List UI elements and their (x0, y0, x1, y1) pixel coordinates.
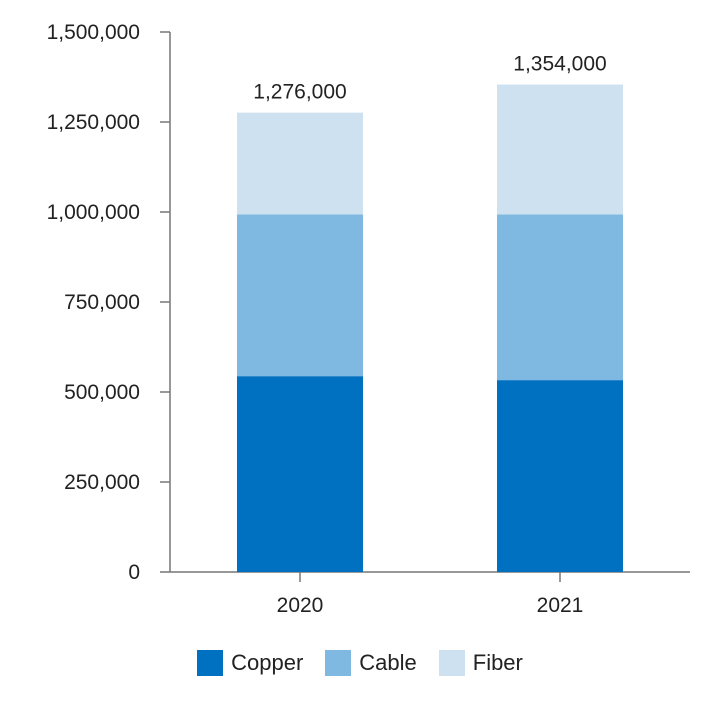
legend-label-cable: Cable (359, 650, 417, 675)
x-axis: 2020 2021 (170, 571, 690, 617)
y-tick-label: 750,000 (64, 291, 140, 314)
y-tick-label: 1,500,000 (47, 21, 140, 44)
legend-swatch-copper (197, 650, 224, 676)
bars (237, 84, 623, 572)
legend-label-fiber: Fiber (472, 650, 523, 675)
y-tick-label: 1,250,000 (47, 111, 140, 134)
x-tick-label: 2020 (277, 594, 324, 617)
total-label-2020: 1,276,000 (253, 81, 346, 104)
bar-cable-2020 (237, 214, 363, 377)
y-axis: 0 250,000 500,000 750,000 1,000,000 1,250,000… (47, 21, 171, 584)
y-tick-label: 0 (128, 561, 140, 584)
bar-copper-2021 (497, 380, 623, 572)
stacked-bar-chart: 0 250,000 500,000 750,000 1,000,000 1,250,000… (47, 21, 690, 617)
legend-swatch-cable (325, 650, 352, 676)
x-tick-label: 2021 (537, 594, 584, 617)
legend: Copper Cable Fiber (0, 650, 720, 676)
legend-item-cable: Cable (325, 650, 417, 676)
bar-fiber-2020 (237, 112, 363, 215)
legend-item-fiber: Fiber (438, 650, 523, 676)
y-tick-label: 250,000 (64, 471, 140, 494)
y-tick-label: 1,000,000 (47, 201, 140, 224)
legend-item-copper: Copper (197, 650, 303, 676)
y-tick-label: 500,000 (64, 381, 140, 404)
bar-fiber-2021 (497, 84, 623, 215)
legend-swatch-fiber (438, 650, 465, 676)
bar-cable-2021 (497, 214, 623, 381)
legend-label-copper: Copper (231, 650, 304, 675)
total-label-2021: 1,354,000 (513, 53, 606, 76)
total-labels: 1,276,000 1,354,000 (253, 53, 606, 104)
bar-copper-2020 (237, 376, 363, 572)
